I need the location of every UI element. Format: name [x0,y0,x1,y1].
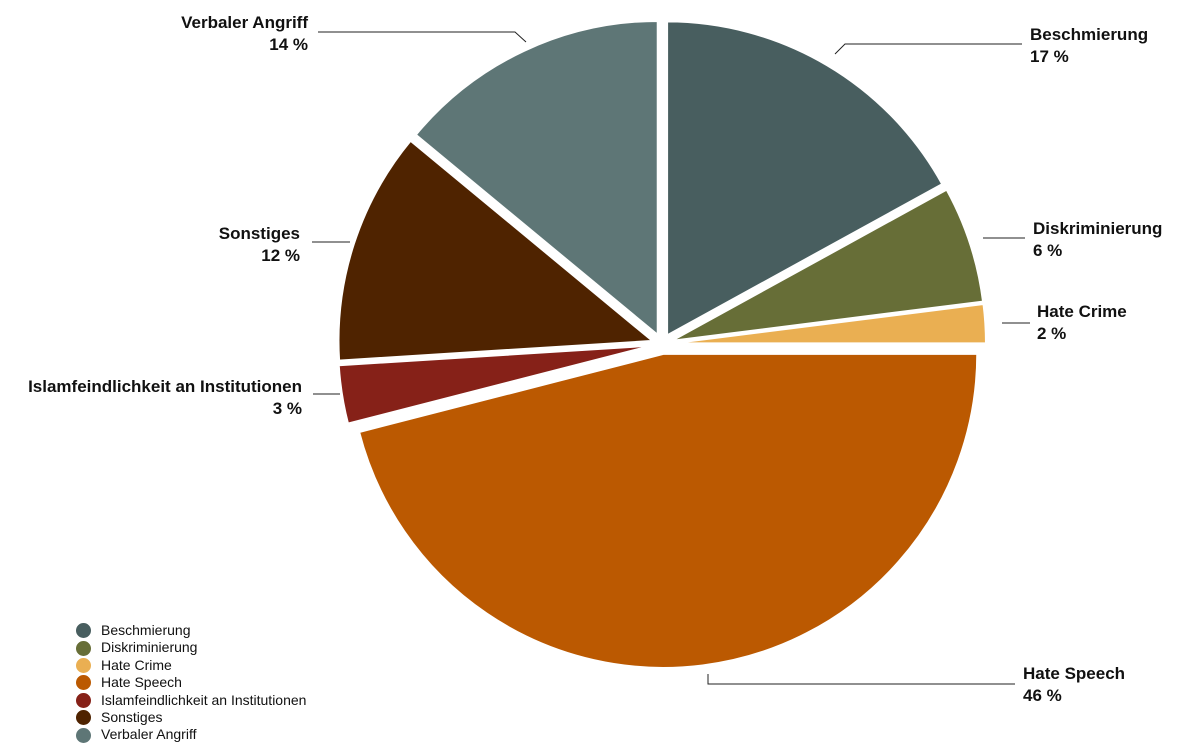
legend-label: Hate Speech [101,674,182,691]
legend-label: Hate Crime [101,656,172,673]
pie-slice-hate-speech [357,352,979,669]
leader-line [707,674,1015,685]
legend-item-hate-crime: Hate Crime [76,657,306,674]
legend-swatch [76,623,91,639]
legend-label: Islamfeindlichkeit an Institutionen [101,691,307,708]
slice-value-label: 6 % [1033,241,1062,260]
slice-labels: Beschmierung 17 % Diskriminierung 6 % Hate C… [28,13,1162,705]
pie-slices [337,19,987,669]
legend-item-beschmierung: Beschmierung [76,622,306,639]
slice-value-label: 17 % [1030,47,1069,66]
legend-swatch [76,675,91,691]
slice-label: Sonstiges [219,224,300,243]
slice-value-label: 12 % [261,246,300,265]
legend-label: Diskriminierung [101,639,198,656]
legend-label: Sonstiges [101,709,163,726]
leader-line [834,43,1022,55]
legend-label: Verbaler Angriff [101,726,197,743]
legend-item-sonstiges: Sonstiges [76,709,306,726]
legend-swatch [76,658,91,674]
legend-swatch [76,727,91,743]
pie-slice-beschmierung [666,20,944,338]
legend-item-islamfeindlichkeit: Islamfeindlichkeit an Institutionen [76,692,306,709]
pie-slice-hate-crime [671,302,987,345]
slice-label: Diskriminierung [1033,219,1162,238]
slice-label: Verbaler Angriff [181,13,308,32]
leader-lines [312,31,1030,685]
legend-swatch [76,710,91,726]
legend-item-hate-speech: Hate Speech [76,674,306,691]
slice-label: Islamfeindlichkeit an Institutionen [28,377,302,396]
legend-swatch [76,640,91,656]
pie-slice-islamfeindlichkeit-an-institutionen [337,344,653,425]
slice-label: Beschmierung [1030,25,1148,44]
slice-value-label: 14 % [269,35,308,54]
legend-item-diskriminierung: Diskriminierung [76,639,306,656]
slice-value-label: 46 % [1023,686,1062,705]
legend-label: Beschmierung [101,622,191,638]
slice-value-label: 2 % [1037,324,1066,343]
leader-line [318,31,527,43]
legend-item-verbaler-angriff: Verbaler Angriff [76,726,306,743]
pie-slice-diskriminierung [671,188,985,342]
slice-label: Hate Speech [1023,664,1125,683]
slice-label: Hate Crime [1037,302,1127,321]
legend-swatch [76,692,91,708]
pie-slice-verbaler-angriff [414,19,659,338]
slice-value-label: 3 % [273,399,302,418]
legend: Beschmierung Diskriminierung Hate Crime … [76,622,306,744]
pie-slice-sonstiges [337,139,656,362]
